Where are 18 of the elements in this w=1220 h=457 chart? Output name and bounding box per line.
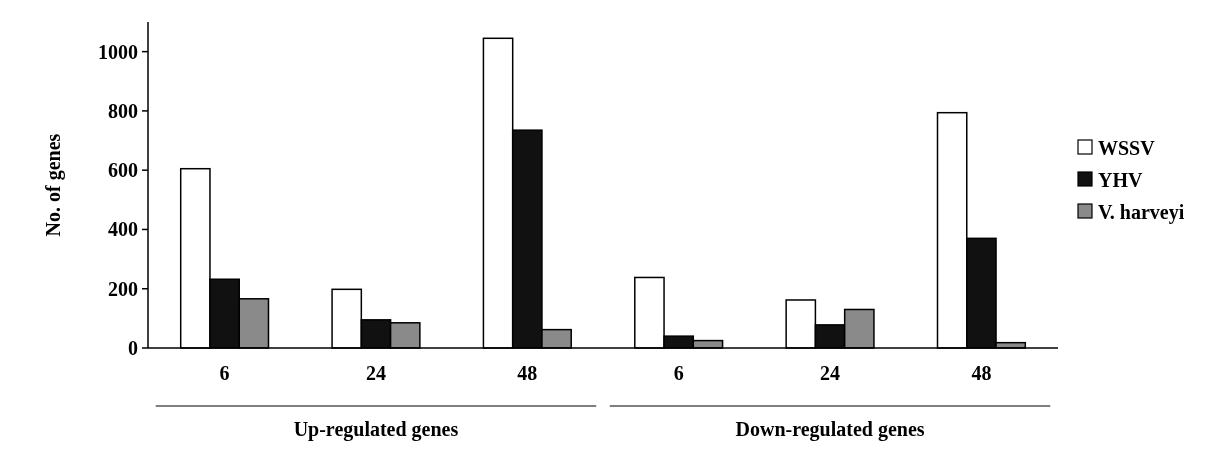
text: Up-regulated genes (293, 418, 459, 441)
legend-label: WSSV (1098, 137, 1156, 159)
y-tick-label: 1000 (98, 40, 138, 63)
y-tick-label: 200 (108, 277, 138, 300)
x-tick-label: 48 (517, 362, 538, 384)
x-tick-label: 48 (971, 362, 992, 384)
x-tick-label: 24 (365, 362, 386, 384)
x-tick-label: 24 (820, 362, 841, 384)
text: Down-regulated genes (735, 418, 925, 441)
y-tick-label: 0 (128, 337, 138, 359)
y-tick-label: 800 (108, 99, 138, 122)
y-axis-title: No. of genes (42, 133, 65, 237)
legend-label: V. harveyi (1098, 201, 1185, 224)
y-tick-label: 400 (108, 218, 138, 241)
x-tick-label: 6 (219, 362, 230, 384)
legend-label: YHV (1098, 169, 1143, 191)
y-tick-label: 600 (108, 159, 138, 182)
x-tick-label: 6 (673, 362, 684, 384)
